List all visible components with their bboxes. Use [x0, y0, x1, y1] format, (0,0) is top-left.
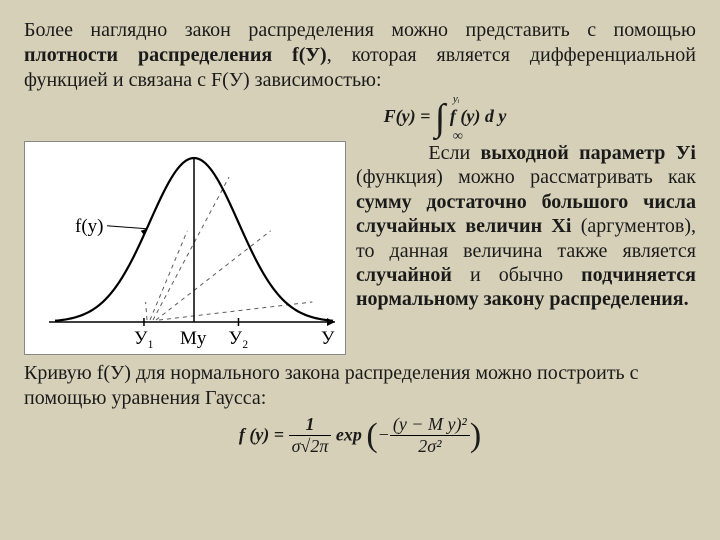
svg-text:У₁: У₁: [134, 328, 154, 349]
eq2-f1num: 1: [305, 414, 314, 434]
equation-integral: F(y) = yᵢ ∫ ∞ f (y) d y: [194, 99, 696, 137]
para2-t4: и обычно: [452, 264, 581, 286]
svg-text:У: У: [321, 328, 335, 349]
para2-b1: выходной параметр Уi: [481, 142, 697, 164]
para2-t1: Если: [428, 142, 480, 164]
eq2-lhs: f (y) =: [239, 424, 289, 444]
density-chart: f(y) У₁ Mу У₂ У: [24, 141, 346, 355]
eq2-f2num: (y − M y)²: [390, 415, 470, 436]
svg-text:Mу: Mу: [180, 328, 207, 349]
para2-t2: (функция) можно рассматривать как: [356, 166, 696, 188]
eq2-f1den: σ√2π: [289, 436, 332, 458]
intro-t1: Более наглядно закон распределения можно…: [24, 19, 696, 41]
eq2-f2den: 2σ²: [390, 436, 470, 458]
intro-paragraph: Более наглядно закон распределения можно…: [24, 18, 696, 93]
intro-b1: плотности распределения f(У): [24, 44, 327, 66]
para2-indent: [356, 142, 428, 164]
eq1-integrand: f (y) d y: [450, 106, 506, 126]
svg-text:f(y): f(y): [75, 216, 103, 237]
svg-text:У₂: У₂: [228, 328, 248, 349]
eq1-upper: yᵢ: [453, 93, 460, 105]
eq1-lhs: F(y) =: [384, 106, 435, 126]
explanation-paragraph: Если выходной параметр Уi (функция) можн…: [356, 141, 696, 355]
eq2-exp: exp: [336, 424, 362, 444]
integral-symbol: ∫: [435, 99, 445, 137]
para2-b3: случайной: [356, 264, 452, 286]
equation-gauss: f (y) = 1 σ√2π exp (− (y − M y)² 2σ² ): [24, 415, 696, 457]
eq1-lower: ∞: [453, 129, 463, 145]
chart-svg: f(y) У₁ Mу У₂ У: [25, 142, 347, 356]
closing-paragraph: Кривую f(У) для нормального закона распр…: [24, 361, 696, 411]
